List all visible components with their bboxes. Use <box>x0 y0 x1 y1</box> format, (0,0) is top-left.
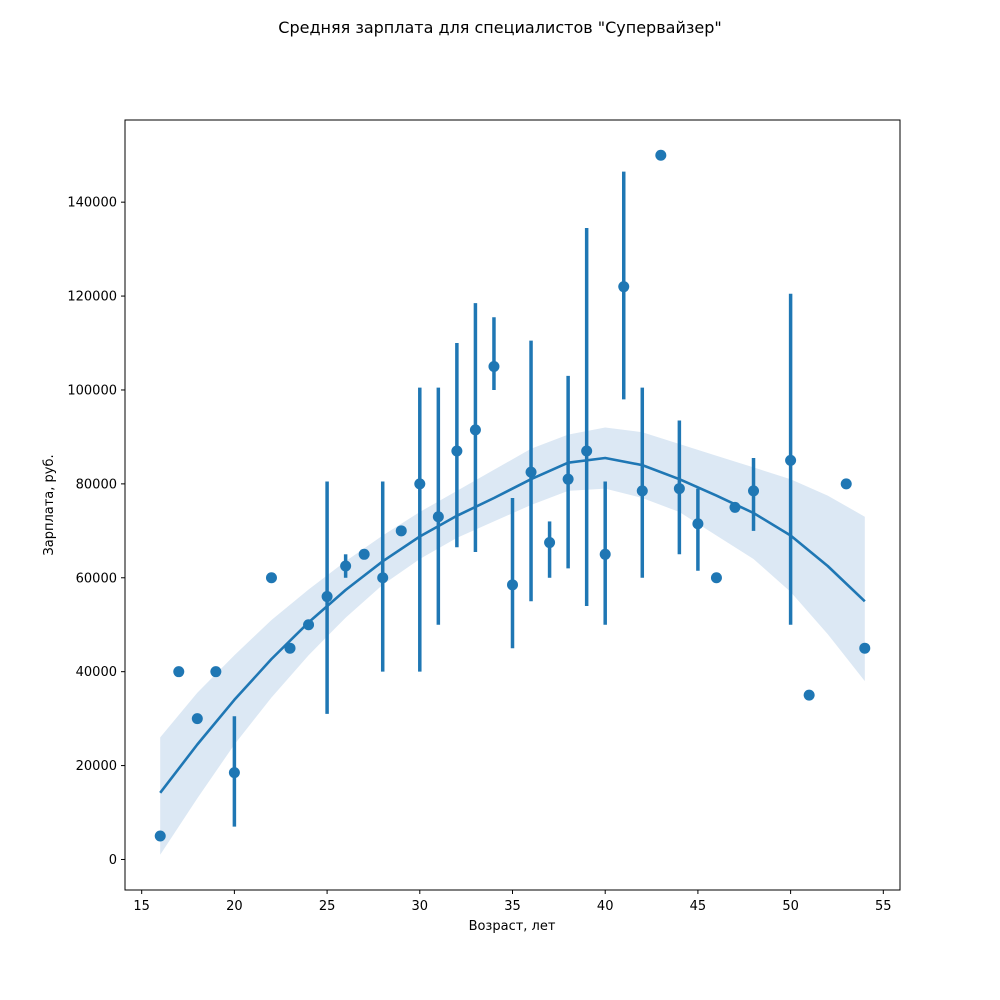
y-tick-label: 100000 <box>67 383 117 398</box>
y-tick-label: 140000 <box>67 196 117 211</box>
data-point <box>191 713 203 725</box>
y-tick-label: 20000 <box>76 759 117 774</box>
data-point <box>803 689 815 701</box>
y-tick-label: 80000 <box>76 477 117 492</box>
y-tick-label: 0 <box>109 853 117 868</box>
x-tick-label: 30 <box>412 899 429 914</box>
x-tick-label: 45 <box>690 899 707 914</box>
data-point <box>618 281 630 293</box>
data-point <box>599 548 611 560</box>
data-point <box>358 548 370 560</box>
data-point <box>414 478 426 490</box>
data-point <box>581 445 593 457</box>
x-axis-ticks: 15 20 25 30 35 40 45 50 55 <box>133 890 892 914</box>
data-point <box>395 525 407 537</box>
data-point <box>562 473 574 485</box>
x-tick-label: 40 <box>597 899 614 914</box>
data-point <box>507 579 518 591</box>
data-point <box>228 767 240 779</box>
x-tick-label: 25 <box>319 899 336 914</box>
data-point <box>692 518 704 530</box>
y-axis-label: Зарплата, руб. <box>42 454 57 555</box>
data-point <box>840 478 852 490</box>
data-point <box>748 485 760 497</box>
y-tick-label: 40000 <box>76 665 117 680</box>
data-point <box>785 454 797 466</box>
point-layer <box>154 149 871 842</box>
x-tick-label: 15 <box>133 899 150 914</box>
y-axis-ticks: 0 20000 40000 60000 80000 100000 120000 140000 <box>67 196 125 868</box>
data-point <box>469 424 481 436</box>
data-point <box>173 666 185 678</box>
data-point <box>859 642 871 654</box>
data-point <box>210 666 222 678</box>
data-point <box>284 642 296 654</box>
data-point <box>154 830 166 842</box>
data-point <box>340 560 352 572</box>
data-point <box>636 485 648 497</box>
data-point <box>710 572 722 584</box>
data-point <box>451 445 463 457</box>
x-tick-label: 20 <box>226 899 243 914</box>
data-point <box>655 149 667 161</box>
data-point <box>432 511 444 523</box>
regression-line <box>159 456 866 794</box>
x-axis-label: Возраст, лет <box>469 919 556 934</box>
y-tick-label: 60000 <box>76 571 117 586</box>
data-point <box>525 466 537 478</box>
data-point <box>377 572 389 584</box>
fit-line-layer <box>159 456 866 794</box>
data-point <box>321 591 333 603</box>
data-point <box>673 483 685 495</box>
chart-title: Средняя зарплата для специалистов "Супер… <box>278 18 721 37</box>
y-tick-label: 120000 <box>67 290 117 305</box>
x-tick-label: 50 <box>782 899 799 914</box>
x-tick-label: 55 <box>875 899 892 914</box>
data-point <box>303 619 315 631</box>
data-point <box>544 537 556 549</box>
data-point <box>488 360 500 372</box>
data-point <box>265 572 277 584</box>
data-point <box>729 501 741 513</box>
x-tick-label: 35 <box>504 899 521 914</box>
